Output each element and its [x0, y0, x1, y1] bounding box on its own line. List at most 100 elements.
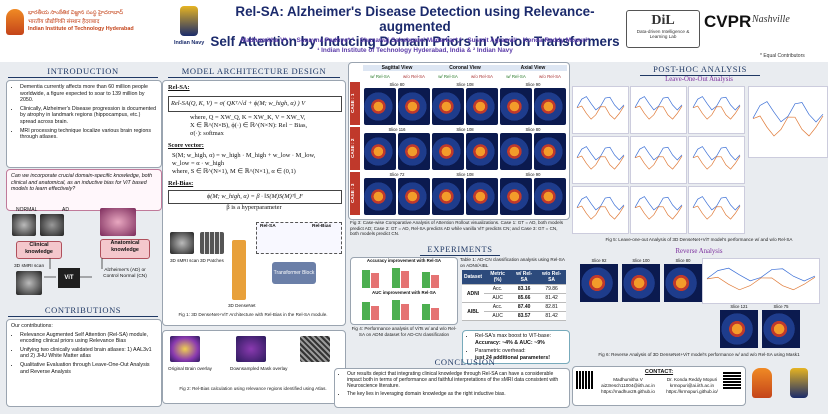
fig-caption: Fig 2: Rel-Bias calculation using releva… — [179, 386, 327, 391]
diagram-label: NORMAL — [16, 207, 38, 213]
attention-map — [500, 88, 532, 125]
attention-map — [432, 88, 464, 125]
highlight-item: Rel-SA's max boost to ViT-base:Accuracy:… — [475, 333, 566, 346]
eq-label: Score vector: — [168, 142, 204, 149]
list-item: where, S ∈ ℝ^(N×1), M ∈ ℝ^(N×1), α ∈ (0,… — [172, 168, 296, 175]
table-cell: 83.16 — [511, 284, 538, 294]
list-item: Our results depict that integrating clin… — [347, 371, 566, 389]
plot-line — [692, 205, 741, 220]
reverse-map — [762, 310, 800, 348]
fig-caption: Fig 5: Leave-one-out Analysis of 3D Dens… — [605, 237, 793, 242]
plot-line — [692, 96, 741, 111]
contact-name: Dr. Konda Reddy Mopuri — [666, 377, 718, 382]
plot-line — [576, 105, 625, 120]
list-item: Relevance Augmented Self Attention (Rel-… — [20, 332, 157, 345]
table-header-cell: Metric (%) — [484, 270, 512, 285]
clinical-box: Clinical knowledge — [16, 241, 62, 259]
highlight-item: Parametric overhead:just 24 additional p… — [475, 348, 566, 361]
plot-image — [688, 86, 745, 134]
fig-label: Downsampled Mask overlay — [230, 366, 288, 371]
qr-code — [723, 371, 741, 389]
chart-title: Accuracy improvement with Rel-SA — [366, 258, 442, 263]
plot-line — [692, 155, 741, 170]
attention-map — [534, 178, 566, 215]
section-heading: MODEL ARCHITECTURE DESIGN — [168, 66, 340, 78]
plot-image — [572, 86, 629, 134]
table-row: AIBL Acc. 87.40 82.81 — [462, 302, 566, 321]
highlight-text: Rel-SA's max boost to ViT-base: — [475, 333, 551, 339]
plot-line — [634, 105, 683, 120]
list-item: where, Q = XW_Q, K = XW_K, V = XW_V, — [190, 114, 306, 121]
plot-line — [634, 146, 683, 161]
table-header-cell: Dataset — [462, 270, 485, 285]
plot-image — [748, 86, 828, 158]
venue: Nashville — [752, 14, 790, 25]
fig-label: 3D sMRI scan — [170, 258, 199, 263]
fig-caption: Fig 6: Reverse Analysis of 3D DenseNet+V… — [598, 352, 800, 357]
plot-image — [688, 186, 745, 234]
plot-lines — [634, 146, 683, 170]
table-cell: 83.57 — [511, 311, 538, 321]
section-heading: POST-HOC ANALYSIS — [640, 64, 760, 76]
densenet-block — [232, 240, 246, 300]
eq-where: where, Q = XW_Q, K = XW_K, V = XW_V, X ∈ … — [190, 114, 340, 138]
slice-label: Slice 108 — [456, 127, 474, 132]
model-label: w/ Rel-SA — [370, 74, 390, 79]
highlight-text: Parametric overhead: — [475, 348, 526, 355]
mri-image — [16, 271, 42, 295]
plot-lines — [692, 96, 741, 120]
atlas-overlay — [170, 336, 200, 362]
table-cell: AIBL — [462, 302, 485, 321]
reverse-map — [580, 264, 618, 302]
patches-image — [200, 232, 224, 254]
attention-map — [466, 178, 498, 215]
attention-map — [398, 88, 430, 125]
equation: Rel-SA(Q, K, V) = σ( QKᵀ/√d + ϕ(M; w_hig… — [168, 96, 342, 112]
table-row: AUC 83.57 81.42 — [462, 311, 566, 321]
iith-name: Indian Institute of Technology Hyderabad — [28, 26, 134, 32]
eq-note: β is a hyperparameter — [226, 204, 282, 211]
fig-label: 3D Patches — [200, 258, 224, 263]
attention-map — [398, 178, 430, 215]
list-item: Clinically, Alzheimer's Disease progress… — [20, 106, 157, 126]
attention-map — [466, 88, 498, 125]
table-cell: AUC — [484, 293, 512, 303]
equation: ϕ(M; w_high, α) = β · ‖S(M)S(M)ᵀ‖_F — [168, 190, 342, 204]
view-label: Coronal View — [431, 65, 499, 71]
attention-map — [364, 178, 396, 215]
model-label: w/ Rel-SA — [506, 74, 526, 79]
list-item: Unifying two clinically validated brain … — [20, 347, 157, 360]
slice-label: Slice 75 — [773, 304, 789, 309]
header: భారతీయ సాంకేతిక విజ్ఞాన సంస్థ హైదరాబాద్ … — [0, 0, 828, 62]
title-line: Self Attention by Inducing Domain Priors… — [210, 34, 620, 49]
attention-map — [534, 133, 566, 170]
attention-map — [432, 178, 464, 215]
fig-label: Rel-SA — [260, 224, 276, 229]
fig-caption: Fig 1: 3D DenseNet+ViT Architecture with… — [178, 312, 328, 317]
case-label: CASE : 3 — [350, 172, 360, 215]
contact-url: https://madhuv29.github.io — [601, 389, 655, 394]
navy-logo — [790, 368, 808, 398]
highlight-list: Rel-SA's max boost to ViT-base:Accuracy:… — [466, 333, 566, 361]
list-item: X ∈ ℝ^(N×B), ϕ(·) ∈ ℝ^(N×N): Rel − Bias, — [190, 122, 308, 129]
model-label: w/ Rel-SA — [438, 74, 458, 79]
equal-contrib: * Equal Contributors — [760, 53, 805, 59]
plot-line — [706, 276, 816, 291]
chart-title: AUC improvement with Rel-SA — [372, 290, 436, 295]
table-header-cell: w/ Rel-SA — [511, 270, 538, 285]
qr-code — [576, 371, 594, 389]
slice-label: Slice 92 — [591, 258, 607, 263]
highlight-emphasis: Accuracy: ~4% & AUC: ~9% — [475, 339, 545, 346]
title-line: Rel-SA: Alzheimer's Disease Detection us… — [235, 4, 595, 34]
attention-map — [398, 133, 430, 170]
title: Rel-SA: Alzheimer's Disease Detection us… — [205, 4, 625, 49]
slice-label: Slice 121 — [730, 304, 748, 309]
slice-label: Slice 90 — [525, 82, 541, 87]
contact-person: Dr. Konda Reddy Mopuri krmopuri@ai.iith.a… — [661, 377, 723, 395]
model-label: w/o Rel-SA — [403, 74, 425, 79]
results-table: Dataset Metric (%) w/ Rel-SA w/o Rel-SA ADNI… — [462, 270, 566, 321]
iith-logo — [752, 368, 772, 398]
table-cell: Acc. — [484, 284, 512, 294]
attention-map — [364, 88, 396, 125]
